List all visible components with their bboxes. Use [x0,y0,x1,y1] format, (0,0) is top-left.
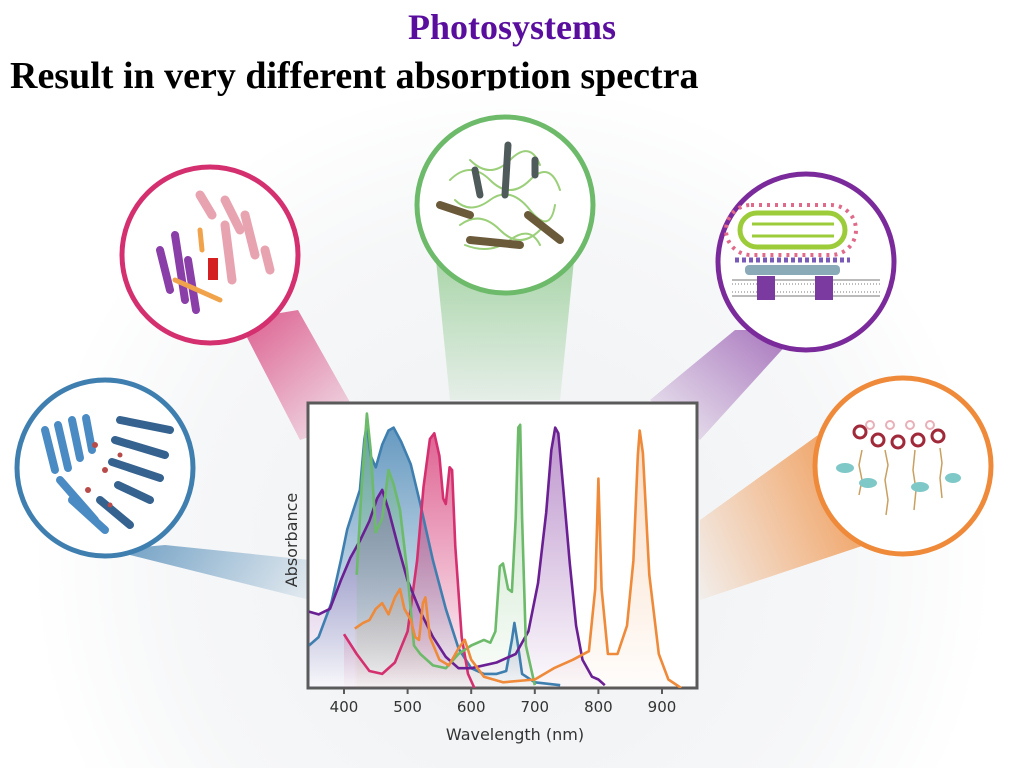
series-magenta-line [342,432,476,688]
pigment-ring-icon [836,420,961,516]
green-protein-circle [414,114,596,296]
membrane-complex-icon [724,203,880,300]
x-tick-label: 800 [584,698,613,716]
purple-membrane-circle [715,171,897,353]
pink-protein-circle [119,164,301,346]
series-orange-fill [354,430,682,688]
protein-structure-icon [436,141,564,250]
slide-title: Photosystems [408,7,616,47]
series-purple-line [309,426,606,687]
x-tick-label: 700 [520,698,549,716]
x-axis: 400 500 600 700 800 900 [330,688,677,716]
series-green-line [355,412,537,686]
chart-series [309,412,682,688]
absorption-chart: 400 500 600 700 800 900 Wavelength (nm) Absor… [282,401,699,744]
blue-protein-circle [14,377,196,559]
beam-blue [110,545,310,600]
x-axis-label: Wavelength (nm) [446,725,584,744]
protein-structure-icon [156,190,275,314]
y-axis-label: Absorbance [282,493,301,588]
x-tick-label: 600 [457,698,486,716]
x-tick-label: 500 [393,698,422,716]
series-orange-line [354,429,682,688]
x-tick-label: 400 [330,698,359,716]
x-tick-label: 900 [648,698,677,716]
protein-structure-icon [41,414,174,534]
series-blue-line [309,423,561,687]
orange-pigment-circle [812,375,994,557]
slide-subtitle: Result in very different absorption spec… [10,55,699,97]
